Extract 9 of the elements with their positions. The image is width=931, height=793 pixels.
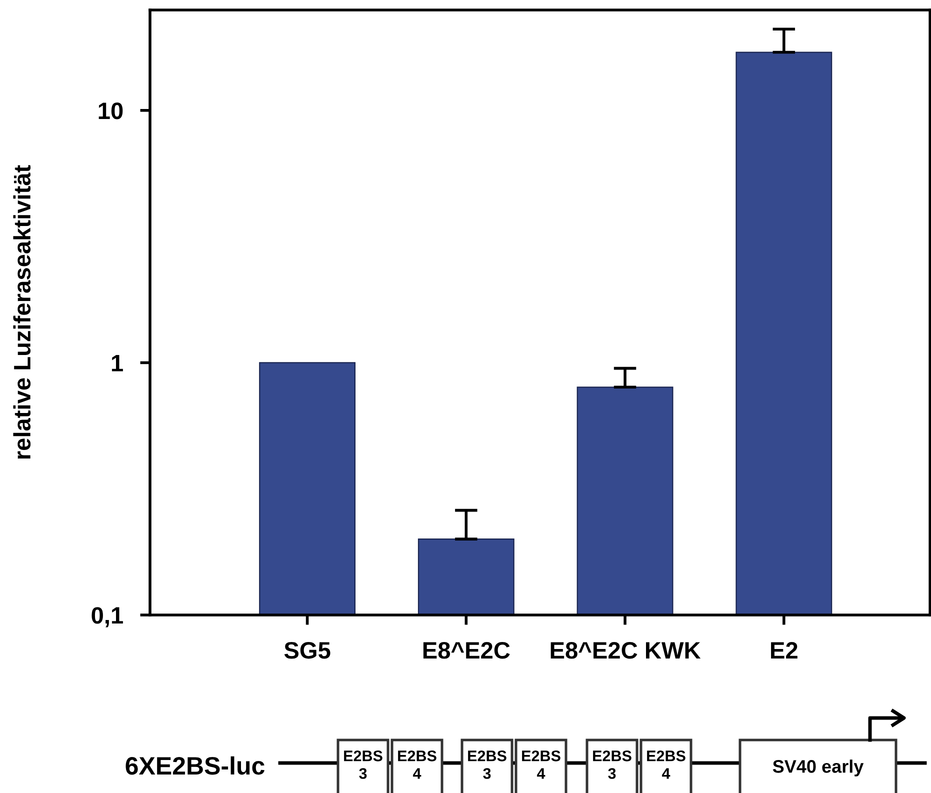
y-tick-label: 1 [112,355,123,372]
x-tick-label: E8^E2C KWK [550,642,701,659]
x-tick-label: SG5 [284,642,330,659]
text: 6XE2BS-luc [126,756,264,775]
x-tick-label: E2 [771,642,798,658]
y-tick-label: 10 [98,102,123,120]
y-tick-label: 0,1 [92,607,123,628]
y-axis-title: relative Luziferaseaktivität [13,165,31,459]
x-tick-label: E8^E2C [423,642,510,659]
